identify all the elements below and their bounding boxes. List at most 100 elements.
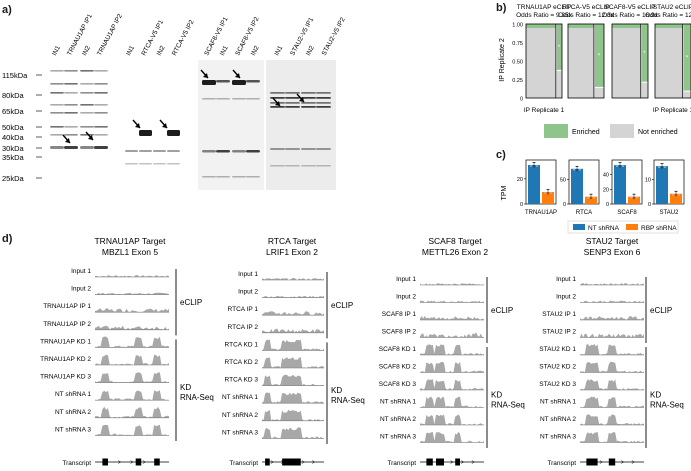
blot-band — [64, 104, 78, 106]
mosaic-title: STAU2 eCLIP — [653, 4, 691, 11]
mosaic-star: * — [686, 55, 689, 61]
lane-label: STAU2-V5 IP2 — [321, 16, 347, 57]
blot-band — [232, 150, 246, 153]
tpm-dot — [630, 196, 632, 199]
blot-band — [50, 70, 64, 72]
track-label: STAU2 KD 1 — [539, 346, 576, 353]
coverage-track — [580, 414, 644, 425]
coverage-track — [420, 344, 484, 355]
tpm-dot — [530, 165, 532, 167]
lane-label: IN1 — [51, 44, 62, 57]
track-label: TRNAU1AP IP 2 — [43, 321, 91, 328]
enrichment-mosaic-panel: IP Replicate 2 1.00 0.75 0.50 0.25 0 TRNAU1A… — [499, 4, 691, 138]
blot-band — [270, 97, 285, 99]
tpm-frame — [611, 159, 643, 205]
panel-d-label: d) — [2, 233, 13, 245]
coverage-track — [262, 374, 324, 386]
coverage-track — [420, 283, 484, 285]
mosaic-star: * — [558, 45, 561, 51]
blot-band — [80, 126, 94, 128]
blot-band — [285, 148, 300, 150]
legend-rbp-label: RBP shRNA — [641, 225, 677, 232]
transcript-arrow — [301, 460, 305, 464]
coverage-track — [95, 354, 169, 365]
blot-band — [94, 83, 108, 85]
coverage-track — [262, 392, 324, 404]
blot-band — [316, 102, 331, 104]
mosaic-cell — [641, 82, 648, 98]
coverage-track — [95, 325, 169, 330]
tpm-legend: NT shRNA RBP shRNA — [567, 220, 679, 234]
tpm-bar-rbp — [670, 193, 682, 204]
track-group-title: RTCA Target — [268, 236, 317, 246]
blot-band — [50, 112, 64, 114]
blot-band — [64, 92, 78, 94]
track-label: NT shRNA 1 — [380, 399, 416, 406]
track-label: NT shRNA 2 — [540, 416, 576, 423]
tpm-dot — [590, 194, 592, 197]
track-label: RTCA KD 2 — [225, 359, 259, 366]
mosaic-ytick-label: 0.75 — [512, 41, 523, 47]
track-group-title: SCAF8 Target — [428, 236, 482, 246]
blot-band — [301, 102, 316, 104]
mosaic-odds-ratio: Odds Ratio = 12.3x — [558, 12, 615, 19]
track-label: NT shRNA 1 — [55, 391, 91, 398]
legend-nt-swatch — [573, 224, 585, 230]
track-label: NT shRNA 2 — [222, 412, 258, 419]
tpm-ytick-label: 0 — [648, 202, 651, 208]
blot-band — [139, 130, 152, 136]
tpm-ytick-label: 0 — [520, 202, 523, 208]
blot-band — [167, 163, 180, 165]
track-group-subtitle: SENP3 Exon 6 — [584, 247, 641, 257]
blot-band — [270, 92, 285, 94]
mosaic-odds-ratio: Odds Ratio = 12.4x — [645, 12, 691, 19]
mosaic-ylabel: IP Replicate 2 — [499, 38, 506, 82]
coverage-track — [580, 333, 644, 338]
kd-label: RNA-Seq — [650, 401, 684, 410]
transcript-exon — [426, 458, 433, 466]
tpm-dot — [579, 168, 581, 171]
coverage-track — [262, 295, 324, 298]
track-label: Input 1 — [71, 268, 91, 275]
blot-band — [64, 83, 78, 85]
blot-band — [202, 80, 216, 85]
tpm-dot — [661, 164, 663, 167]
coverage-track — [262, 427, 324, 439]
blot-band — [94, 92, 108, 94]
coverage-track — [262, 339, 324, 351]
mosaic-cell — [683, 24, 691, 91]
blot-band — [167, 130, 180, 136]
coverage-track — [580, 379, 644, 390]
eclip-label: eCLIP — [180, 298, 202, 307]
blot-band — [50, 134, 64, 136]
tpm-dot — [533, 163, 535, 165]
track-label: Input 1 — [238, 271, 258, 278]
track-label: RTCA KD 3 — [225, 377, 259, 384]
mosaic-xlabel: IP Replicate 1 — [524, 107, 565, 114]
coverage-track — [580, 396, 644, 408]
coverage-track — [95, 308, 169, 313]
tpm-dot — [633, 194, 635, 197]
tpm-ytick-label: 20 — [603, 187, 609, 193]
arrow-head — [203, 73, 208, 78]
blot-band — [246, 150, 260, 153]
track-label: Input 1 — [556, 276, 576, 283]
mosaic-frame — [567, 23, 605, 99]
mosaic-odds-ratio: Odds Ratio = 16.9x — [602, 12, 659, 19]
blot-band — [202, 150, 216, 153]
coverage-track — [95, 372, 169, 383]
coverage-track — [95, 336, 169, 348]
marker-label: 30kDa — [2, 144, 25, 153]
coverage-track — [420, 414, 484, 425]
blot-band — [139, 163, 152, 165]
tpm-bar-nt — [656, 166, 668, 204]
blot-band — [301, 106, 316, 108]
blot-band — [167, 150, 180, 152]
transcript-exon — [436, 458, 444, 466]
track-label: Input 2 — [238, 289, 258, 296]
blot-band — [80, 134, 94, 136]
track-label: NT shRNA 3 — [540, 434, 576, 441]
track-label: NT shRNA 2 — [380, 416, 416, 423]
blot-band — [80, 146, 94, 149]
